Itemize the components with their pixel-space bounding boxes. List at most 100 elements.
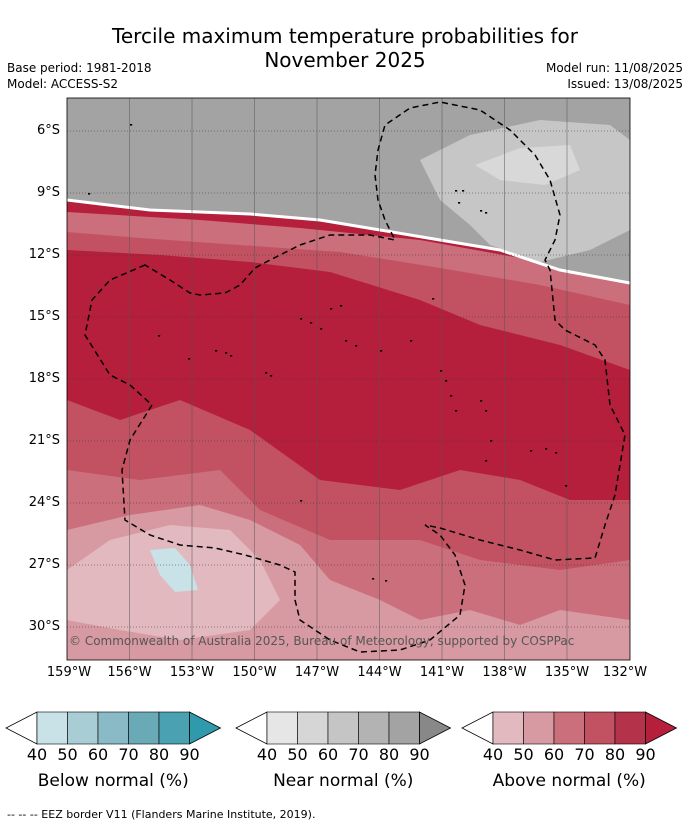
island	[230, 355, 233, 357]
lon-label: 150°W	[232, 665, 277, 680]
lat-label: 9°S	[36, 185, 60, 200]
colorbar-swatch	[297, 711, 329, 745]
lon-label: 147°W	[294, 665, 340, 680]
island	[88, 193, 91, 195]
island	[565, 485, 568, 487]
copyright-notice: © Commonwealth of Australia 2025, Bureau…	[69, 634, 575, 648]
map-title: Tercile maximum temperature probabilitie…	[0, 24, 690, 72]
colorbar-swatch	[327, 711, 359, 745]
colorbar-1	[235, 711, 452, 745]
colorbar-tick: 80	[148, 745, 170, 764]
island	[385, 580, 388, 582]
near-normal-boundary	[67, 198, 630, 285]
lat-label: 27°S	[28, 557, 60, 572]
island	[300, 318, 303, 320]
islands	[88, 124, 568, 582]
island	[380, 350, 383, 352]
colorbar-tick: 50	[57, 745, 78, 764]
island	[158, 335, 161, 337]
island	[188, 358, 191, 360]
lon-label: 153°W	[169, 665, 215, 680]
colorbar-tick: 40	[256, 745, 278, 764]
map-frame	[66, 97, 631, 661]
island	[432, 298, 435, 300]
colorbar-tick: 70	[348, 745, 369, 764]
colorbar-tick: 40	[26, 745, 48, 764]
island	[458, 202, 461, 204]
island	[545, 448, 548, 450]
island	[355, 345, 358, 347]
metadata-right: Model run: 11/08/2025 Issued: 13/08/2025	[546, 60, 683, 92]
colorbar-tick: 60	[317, 745, 339, 764]
colorbar-swatch	[388, 711, 420, 745]
lon-label: 156°W	[107, 665, 152, 680]
colorbar-swatch	[553, 711, 585, 745]
eez-footnote: -- -- -- EEZ border V11 (Flanders Marine…	[7, 808, 316, 821]
island	[480, 210, 483, 212]
colorbar-swatch	[36, 711, 68, 745]
island	[270, 375, 273, 377]
island	[300, 500, 303, 502]
island	[445, 380, 448, 382]
colorbar-extend-low	[235, 711, 268, 745]
probability-map	[66, 97, 631, 661]
island	[320, 328, 323, 330]
colorbar-tick: 80	[378, 745, 400, 764]
island	[372, 578, 375, 580]
colorbar-tick: 70	[118, 745, 139, 764]
colorbar-tick: 40	[482, 745, 504, 764]
colorbar-title: Near normal (%)	[273, 771, 414, 791]
colorbars	[5, 711, 678, 745]
colorbar-extend-high	[419, 711, 452, 745]
lon-label: 144°W	[357, 665, 402, 680]
colorbar-tick: 70	[574, 745, 595, 764]
island	[455, 190, 458, 192]
title-line-2: November 2025	[264, 48, 426, 72]
island	[440, 370, 443, 372]
colorbar-tick: 50	[287, 745, 308, 764]
colorbar-tick: 90	[635, 745, 656, 764]
colorbar-tick: 60	[87, 745, 109, 764]
island	[490, 440, 493, 442]
field-above-70-north	[67, 215, 630, 370]
colorbar-extend-high	[189, 711, 222, 745]
colorbar-tick: 90	[409, 745, 430, 764]
eez-border-west	[84, 101, 626, 653]
model-run: Model run: 11/08/2025	[545, 61, 683, 75]
colorbar-swatch	[614, 711, 646, 745]
island	[225, 352, 228, 354]
base-period: Base period: 1981-2018	[7, 61, 152, 75]
lat-label: 12°S	[28, 247, 60, 262]
field-above-60-north	[67, 212, 630, 305]
island	[530, 450, 533, 452]
island	[130, 124, 133, 126]
island	[340, 305, 343, 307]
lat-label: 18°S	[28, 371, 60, 386]
lon-label: 141°W	[419, 665, 465, 680]
island	[215, 350, 218, 352]
map-gridlines	[67, 98, 630, 660]
lon-label: 132°W	[602, 665, 648, 680]
island	[462, 190, 465, 192]
colorbar-extend-low	[5, 711, 38, 745]
island	[345, 340, 348, 342]
issued-date: Issued: 13/08/2025	[567, 77, 683, 91]
metadata-left: Base period: 1981-2018 Model: ACCESS-S2	[7, 60, 152, 92]
colorbar-swatch	[158, 711, 190, 745]
island	[485, 410, 488, 412]
lat-label: 30°S	[28, 619, 60, 634]
island	[555, 452, 558, 454]
colorbar-swatch	[584, 711, 616, 745]
colorbar-swatch	[523, 711, 555, 745]
colorbar-tick: 50	[513, 745, 534, 764]
field-near-70	[420, 120, 630, 262]
lat-label: 21°S	[28, 433, 60, 448]
island	[450, 395, 453, 397]
colorbar-2	[461, 711, 678, 745]
island	[485, 212, 488, 214]
colorbar-swatch	[67, 711, 99, 745]
colorbar-swatch	[492, 711, 524, 745]
field-below-40	[150, 548, 198, 592]
colorbar-0	[5, 711, 222, 745]
colorbar-swatch	[358, 711, 390, 745]
